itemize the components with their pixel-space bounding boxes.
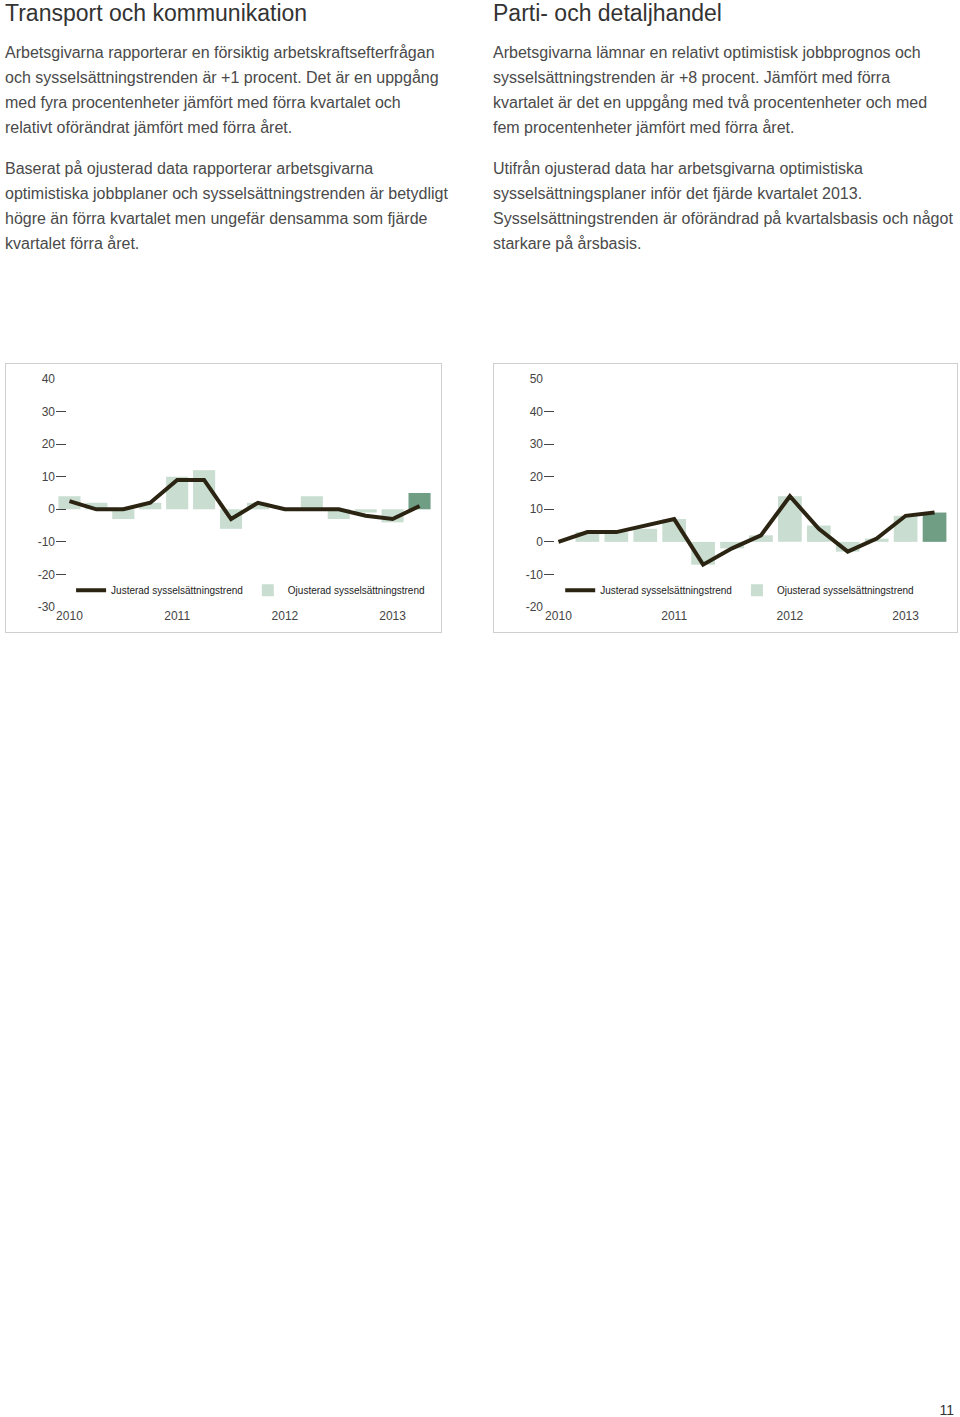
svg-text:Ojusterad sysselsättningstrend: Ojusterad sysselsättningstrend [777,585,914,596]
svg-text:2011: 2011 [164,609,190,623]
svg-text:2012: 2012 [272,609,299,623]
svg-text:-20: -20 [526,600,544,614]
svg-text:50: 50 [530,372,544,386]
svg-text:2012: 2012 [777,609,804,623]
svg-text:20: 20 [530,470,544,484]
svg-text:30: 30 [530,437,544,451]
svg-text:2013: 2013 [379,609,406,623]
html-text:Parti- och detaljhandel: Parti- och detaljhandel [493,0,722,26]
svg-text:2010: 2010 [56,609,83,623]
svg-text:-20: -20 [38,568,56,582]
svg-text:-30: -30 [38,600,56,614]
svg-text:-10: -10 [526,568,544,582]
svg-text:10: 10 [530,502,544,516]
svg-text:2010: 2010 [545,609,572,623]
html-text:Transport och kommunikation: Transport och kommunikation [5,0,308,26]
html-text:Arbetsgivarna rapporterar en f: Arbetsgivarna rapporterar en försiktig a… [5,44,439,136]
svg-text:0: 0 [48,502,55,516]
html-text:Baserat på ojusterad data rapp: Baserat på ojusterad data rapporterar ar… [5,160,448,252]
svg-text:Justerad sysselsättningstrend: Justerad sysselsättningstrend [111,585,243,596]
html-text:11: 11 [939,1402,954,1417]
svg-text:30: 30 [42,405,56,419]
html-text:Arbetsgivarna lämnar en relati: Arbetsgivarna lämnar en relativt optimis… [493,44,928,136]
svg-text:20: 20 [42,437,56,451]
html-text:Utifrån ojusterad data har arb: Utifrån ojusterad data har arbetsgivarna… [493,160,953,252]
svg-text:2011: 2011 [661,609,687,623]
svg-text:10: 10 [42,470,56,484]
svg-text:40: 40 [42,372,56,386]
svg-text:40: 40 [530,405,544,419]
svg-text:Justerad sysselsättningstrend: Justerad sysselsättningstrend [600,585,732,596]
svg-text:Ojusterad sysselsättningstrend: Ojusterad sysselsättningstrend [288,585,425,596]
svg-text:2013: 2013 [892,609,919,623]
svg-text:-10: -10 [38,535,56,549]
svg-text:0: 0 [536,535,543,549]
